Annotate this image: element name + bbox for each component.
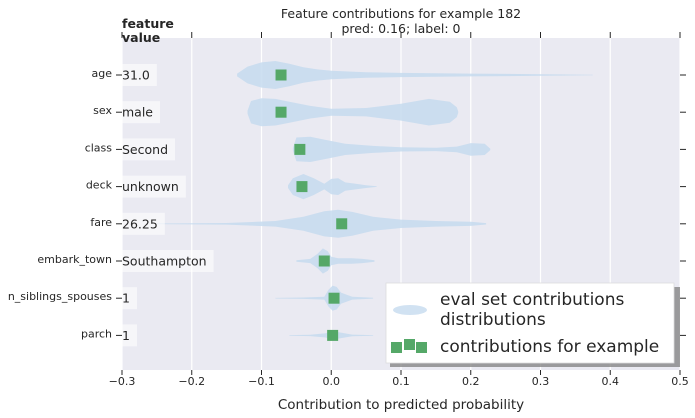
svg-text:male: male	[122, 105, 153, 120]
x-axis-ticks: −0.3 −0.2 −0.1 0.0 0.1 0.2 0.3 0.4 0.5	[109, 32, 689, 388]
feature-name-label: age	[92, 67, 113, 80]
svg-text:31.0: 31.0	[122, 68, 150, 83]
feature-name-label: class	[85, 141, 113, 154]
contribution-marker	[275, 106, 287, 118]
x-tick-label: 0.0	[323, 375, 341, 388]
feature-name-label: deck	[86, 179, 113, 192]
value-column-header: feature value	[122, 16, 174, 45]
feature-value-label: Southampton	[119, 250, 214, 272]
x-tick-label: −0.1	[248, 375, 275, 388]
x-tick-label: 0.4	[602, 375, 620, 388]
chart-title: Feature contributions for example 182	[281, 6, 521, 21]
legend-marker-swatch	[391, 342, 402, 353]
feature-value-label: Second	[119, 138, 175, 161]
svg-text:Second: Second	[122, 142, 168, 157]
legend-distribution-swatch	[393, 305, 427, 315]
legend: eval set contributions distributions cont…	[385, 282, 680, 367]
x-tick-label: −0.2	[178, 375, 205, 388]
feature-name-label: parch	[81, 327, 112, 340]
distribution-violin	[237, 61, 593, 89]
svg-text:unknown: unknown	[122, 179, 179, 194]
feature-value-label: 1	[119, 324, 137, 347]
legend-label-example: contributions for example	[440, 337, 659, 357]
feature-name-label: fare	[90, 216, 112, 229]
contribution-marker	[336, 218, 348, 230]
contribution-marker	[328, 292, 340, 304]
legend-marker-swatch	[404, 339, 415, 350]
distribution-violin	[156, 209, 487, 238]
chart-subtitle: pred: 0.16; label: 0	[342, 21, 461, 36]
x-axis-label: Contribution to predicted probability	[278, 397, 524, 413]
feature-name-labels: age sex class deck fare embark_town n_siblings…	[8, 67, 686, 340]
distribution-violin	[247, 98, 459, 127]
feature-value-label: unknown	[119, 175, 186, 198]
svg-text:1: 1	[122, 291, 130, 306]
contribution-marker	[296, 181, 308, 193]
x-tick-label: 0.5	[671, 375, 689, 388]
legend-label-distributions: eval set contributions distributions	[440, 290, 624, 330]
example-contribution-markers	[275, 69, 348, 341]
distribution-violin	[288, 174, 377, 200]
distribution-violin	[296, 248, 375, 274]
contribution-marker	[318, 255, 330, 267]
feature-name-label: embark_town	[37, 253, 112, 266]
feature-value-label: 1	[119, 287, 137, 310]
legend-marker-swatch	[416, 342, 427, 353]
x-tick-label: 0.1	[392, 375, 410, 388]
contribution-marker	[327, 329, 339, 341]
feature-value-label: male	[119, 101, 160, 124]
feature-name-label: sex	[93, 104, 112, 117]
x-tick-label: −0.3	[109, 375, 136, 388]
svg-text:Southampton: Southampton	[122, 254, 207, 269]
feature-value-label: 31.0	[119, 64, 157, 86]
contribution-marker	[294, 143, 306, 155]
distribution-violin	[275, 285, 374, 311]
contribution-marker	[275, 69, 287, 81]
feature-value-labels: 31.0 male Second unknown 26.25 Southampton 1 1	[119, 64, 214, 347]
x-tick-label: 0.3	[532, 375, 550, 388]
svg-text:26.25: 26.25	[122, 216, 158, 231]
svg-text:1: 1	[122, 328, 130, 343]
distribution-violin	[292, 136, 491, 162]
x-tick-label: 0.2	[462, 375, 480, 388]
feature-value-label: 26.25	[119, 212, 165, 235]
feature-name-label: n_siblings_spouses	[8, 290, 112, 303]
